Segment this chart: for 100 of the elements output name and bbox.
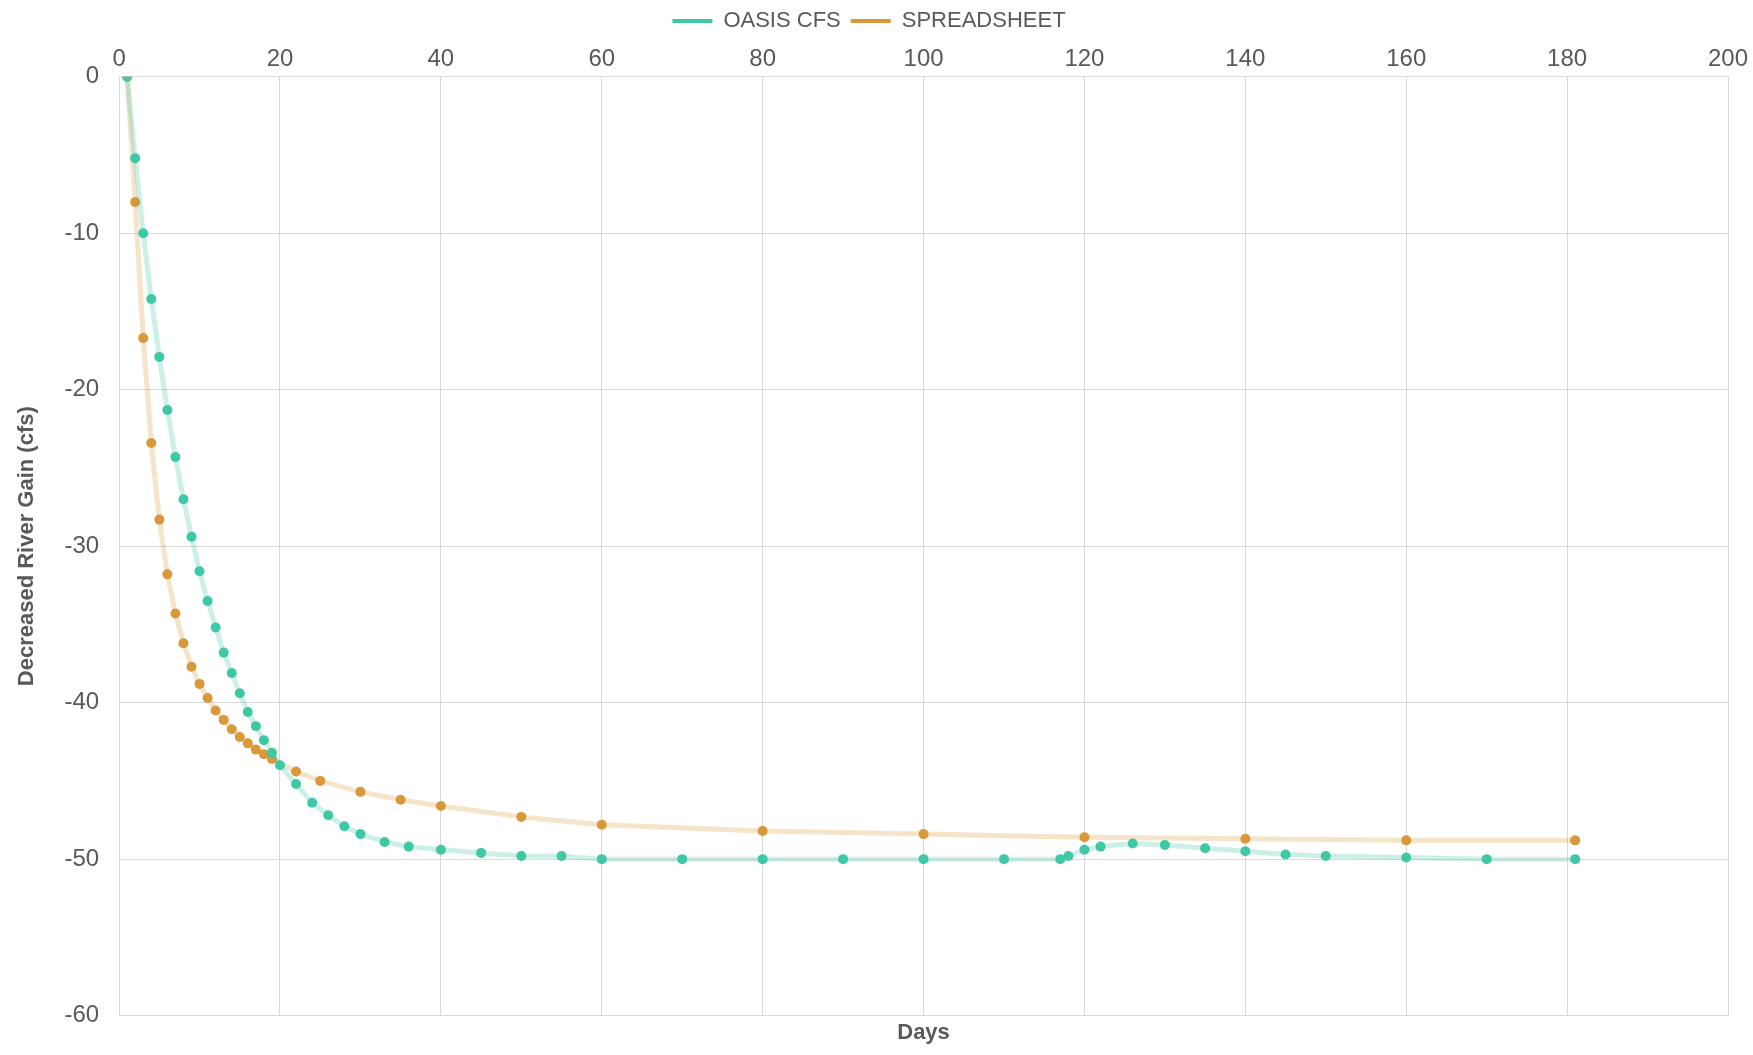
point (1570, 835, 1581, 846)
x-tick-label: 60 (588, 44, 616, 72)
point (435, 800, 446, 811)
point (178, 638, 189, 649)
point (154, 351, 165, 362)
point (315, 775, 326, 786)
point (210, 622, 221, 633)
y-tick-label: -20 (64, 374, 100, 402)
point (307, 797, 318, 808)
y-tick-label: -30 (64, 530, 100, 558)
point (323, 810, 334, 821)
legend-label: OASIS CFS (723, 7, 841, 33)
point (194, 678, 205, 689)
point (1401, 852, 1412, 863)
point (178, 494, 189, 505)
point (395, 794, 406, 805)
point (146, 293, 157, 304)
point (838, 854, 849, 865)
point (250, 721, 261, 732)
point (435, 844, 446, 855)
x-tick-label: 80 (749, 44, 776, 72)
point (218, 647, 229, 658)
point (677, 854, 688, 865)
point (516, 851, 527, 861)
point (138, 228, 149, 239)
point (476, 847, 487, 858)
x-tick-label: 200 (1707, 44, 1749, 72)
point (757, 825, 768, 836)
point (918, 854, 929, 865)
point (202, 595, 213, 606)
point (218, 714, 229, 725)
x-tick-label: 20 (266, 44, 294, 72)
point (556, 851, 567, 861)
point (146, 437, 157, 448)
point (403, 841, 414, 852)
x-tick-label: 140 (1225, 44, 1266, 72)
point (379, 836, 390, 847)
point (242, 707, 253, 718)
point (596, 819, 607, 830)
point (1240, 846, 1251, 857)
point (242, 738, 253, 749)
y-tick-label: -40 (64, 687, 100, 715)
point (226, 667, 237, 678)
point (202, 692, 213, 703)
point (186, 661, 197, 672)
point (170, 608, 181, 619)
point (757, 854, 768, 865)
point (1401, 835, 1412, 846)
y-axis-title: Decreased River Gain (cfs) (13, 406, 39, 687)
point (170, 452, 181, 463)
point (596, 854, 607, 865)
point (138, 333, 149, 344)
point (291, 779, 302, 790)
point (274, 760, 285, 771)
point (258, 735, 269, 746)
point (226, 724, 237, 735)
point (1320, 851, 1331, 861)
x-tick-label: 120 (1064, 44, 1105, 72)
point (1240, 833, 1251, 844)
y-tick-label: -10 (64, 217, 100, 245)
point (1079, 832, 1090, 843)
y-tick-label: -60 (64, 1000, 100, 1028)
point (1055, 854, 1066, 865)
point (1095, 841, 1106, 852)
point (194, 566, 205, 577)
point (234, 688, 245, 699)
point (1280, 849, 1291, 860)
point (130, 153, 141, 164)
point (355, 786, 366, 797)
point (250, 744, 261, 755)
point (1127, 838, 1138, 849)
y-tick-label: -50 (64, 843, 100, 871)
x-tick-label: 40 (427, 44, 455, 72)
point (1079, 844, 1090, 855)
point (162, 405, 173, 416)
point (162, 569, 173, 580)
point (1481, 854, 1492, 865)
point (918, 829, 929, 840)
point (1570, 854, 1581, 865)
point (210, 705, 221, 716)
point (234, 732, 245, 743)
point (130, 196, 141, 207)
point (339, 821, 350, 832)
point (355, 829, 366, 840)
point (154, 514, 165, 525)
x-tick-label: 180 (1547, 44, 1588, 72)
x-axis-title: Days (897, 1018, 950, 1044)
point (266, 747, 277, 758)
x-tick-label: 100 (903, 44, 944, 72)
point (1159, 840, 1170, 851)
point (1200, 843, 1211, 854)
point (186, 531, 197, 542)
legend-label: SPREADSHEET (901, 7, 1066, 33)
point (516, 811, 527, 822)
x-tick-label: 0 (112, 44, 126, 72)
point (1063, 851, 1074, 861)
point (998, 854, 1009, 865)
point (291, 766, 302, 777)
x-tick-label: 160 (1386, 44, 1427, 72)
y-tick-label: 0 (85, 61, 100, 89)
